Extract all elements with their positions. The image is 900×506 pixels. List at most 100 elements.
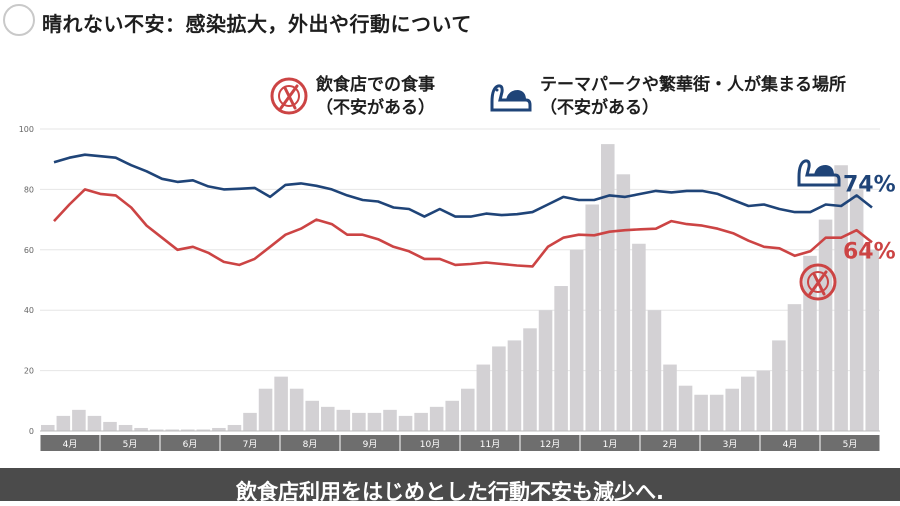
x-tick-label: 3月 <box>723 439 738 450</box>
background-bar <box>336 409 351 431</box>
series-end-label: 74% <box>843 173 896 198</box>
background-bar <box>461 388 475 431</box>
x-tick-label: 10月 <box>420 439 440 450</box>
background-bar <box>181 429 195 431</box>
month-cell <box>820 435 880 451</box>
background-bar <box>165 429 179 431</box>
y-tick-label: 40 <box>24 306 34 315</box>
background-bar <box>429 406 444 431</box>
background-bar <box>41 424 55 431</box>
x-tick-label: 12月 <box>540 439 560 450</box>
background-bar <box>367 412 382 431</box>
legend-dining-line1: 飲食店での食事 <box>316 75 435 95</box>
background-bar <box>585 204 599 431</box>
background-bar <box>492 346 506 431</box>
background-bar <box>134 427 148 431</box>
x-tick-label: 9月 <box>363 439 378 450</box>
title-bullet-circle <box>3 4 35 36</box>
background-bar <box>507 340 522 431</box>
background-bar <box>772 340 786 431</box>
background-bar <box>741 376 755 431</box>
month-cell <box>760 435 820 451</box>
background-bar <box>865 249 879 431</box>
background-bar <box>694 394 708 431</box>
background-bar <box>849 189 864 431</box>
background-bar <box>118 424 133 431</box>
background-bar <box>56 415 71 431</box>
background-bar <box>756 370 771 431</box>
background-bar <box>398 415 413 431</box>
background-bar <box>632 243 646 431</box>
background-bar <box>834 165 848 432</box>
background-bar <box>274 376 288 431</box>
series-line-1 <box>53 188 873 268</box>
month-cell <box>220 435 280 451</box>
month-cell <box>40 435 100 451</box>
legend-places-line2: （不安がある） <box>540 98 659 118</box>
y-tick-label: 60 <box>24 246 34 255</box>
background-bar <box>414 412 428 431</box>
month-cell <box>340 435 400 451</box>
background-bar <box>445 400 459 431</box>
background-bar <box>227 424 242 431</box>
background-bar <box>663 364 677 431</box>
background-bar <box>787 304 802 431</box>
x-tick-label: 8月 <box>303 439 318 450</box>
x-tick-label: 5月 <box>843 439 858 450</box>
legend-dining-line2: （不安がある） <box>316 98 435 118</box>
legend-places: テーマパークや繁華街・人が集まる場所 （不安がある） <box>486 74 846 120</box>
x-tick-label: 5月 <box>123 439 138 450</box>
background-bar <box>212 427 226 431</box>
y-tick-label: 100 <box>19 125 34 134</box>
background-bar <box>196 429 211 431</box>
x-tick-label: 4月 <box>783 439 798 450</box>
dining-end-icon <box>799 263 837 301</box>
background-bar <box>601 144 615 431</box>
background-bar <box>243 412 257 431</box>
y-tick-label: 80 <box>24 185 34 194</box>
swan-boat-icon <box>490 84 532 112</box>
x-tick-label: 2月 <box>663 439 678 450</box>
month-cell <box>460 435 520 451</box>
month-cell <box>160 435 220 451</box>
background-bar <box>103 421 117 431</box>
background-bar <box>725 388 739 431</box>
background-bar <box>818 219 833 431</box>
month-cell <box>580 435 640 451</box>
background-bar <box>72 409 86 431</box>
background-bar <box>803 255 817 431</box>
background-bar <box>616 174 631 432</box>
month-cell <box>640 435 700 451</box>
month-cell <box>100 435 160 451</box>
series-line-0 <box>53 153 873 218</box>
month-cell <box>400 435 460 451</box>
legend-places-line1: テーマパークや繁華街・人が集まる場所 <box>540 75 846 95</box>
month-cell <box>700 435 760 451</box>
background-bar <box>383 409 397 431</box>
caption-banner <box>0 468 900 501</box>
background-bar <box>289 388 304 431</box>
x-tick-label: 7月 <box>243 439 258 450</box>
background-bar <box>569 249 584 431</box>
background-bar <box>149 429 164 431</box>
month-cell <box>280 435 340 451</box>
background-bar <box>554 286 568 431</box>
swan-boat-end-icon <box>797 159 841 187</box>
background-bar <box>523 328 537 431</box>
month-cell <box>520 435 580 451</box>
x-tick-label: 4月 <box>63 439 78 450</box>
background-bar <box>305 400 319 431</box>
legend-dining: 飲食店での食事 （不安がある） <box>268 74 435 120</box>
background-bar <box>352 412 366 431</box>
line-chart: 0 20 40 60 80 100 4月 5月 6月 7月 8月 9月 10月 11月 12月 1月 2月 3月 4… <box>19 125 896 451</box>
background-bar <box>678 385 693 431</box>
y-tick-label: 0 <box>29 427 34 436</box>
x-tick-label: 6月 <box>183 439 198 450</box>
series-end-label: 64% <box>843 239 896 264</box>
background-bar <box>647 310 662 431</box>
dining-icon <box>270 77 308 115</box>
background-bar <box>258 388 273 431</box>
background-bar <box>87 415 102 431</box>
page-title: 晴れない不安：感染拡大，外出や行動について <box>42 12 472 36</box>
y-tick-label: 20 <box>24 367 34 376</box>
